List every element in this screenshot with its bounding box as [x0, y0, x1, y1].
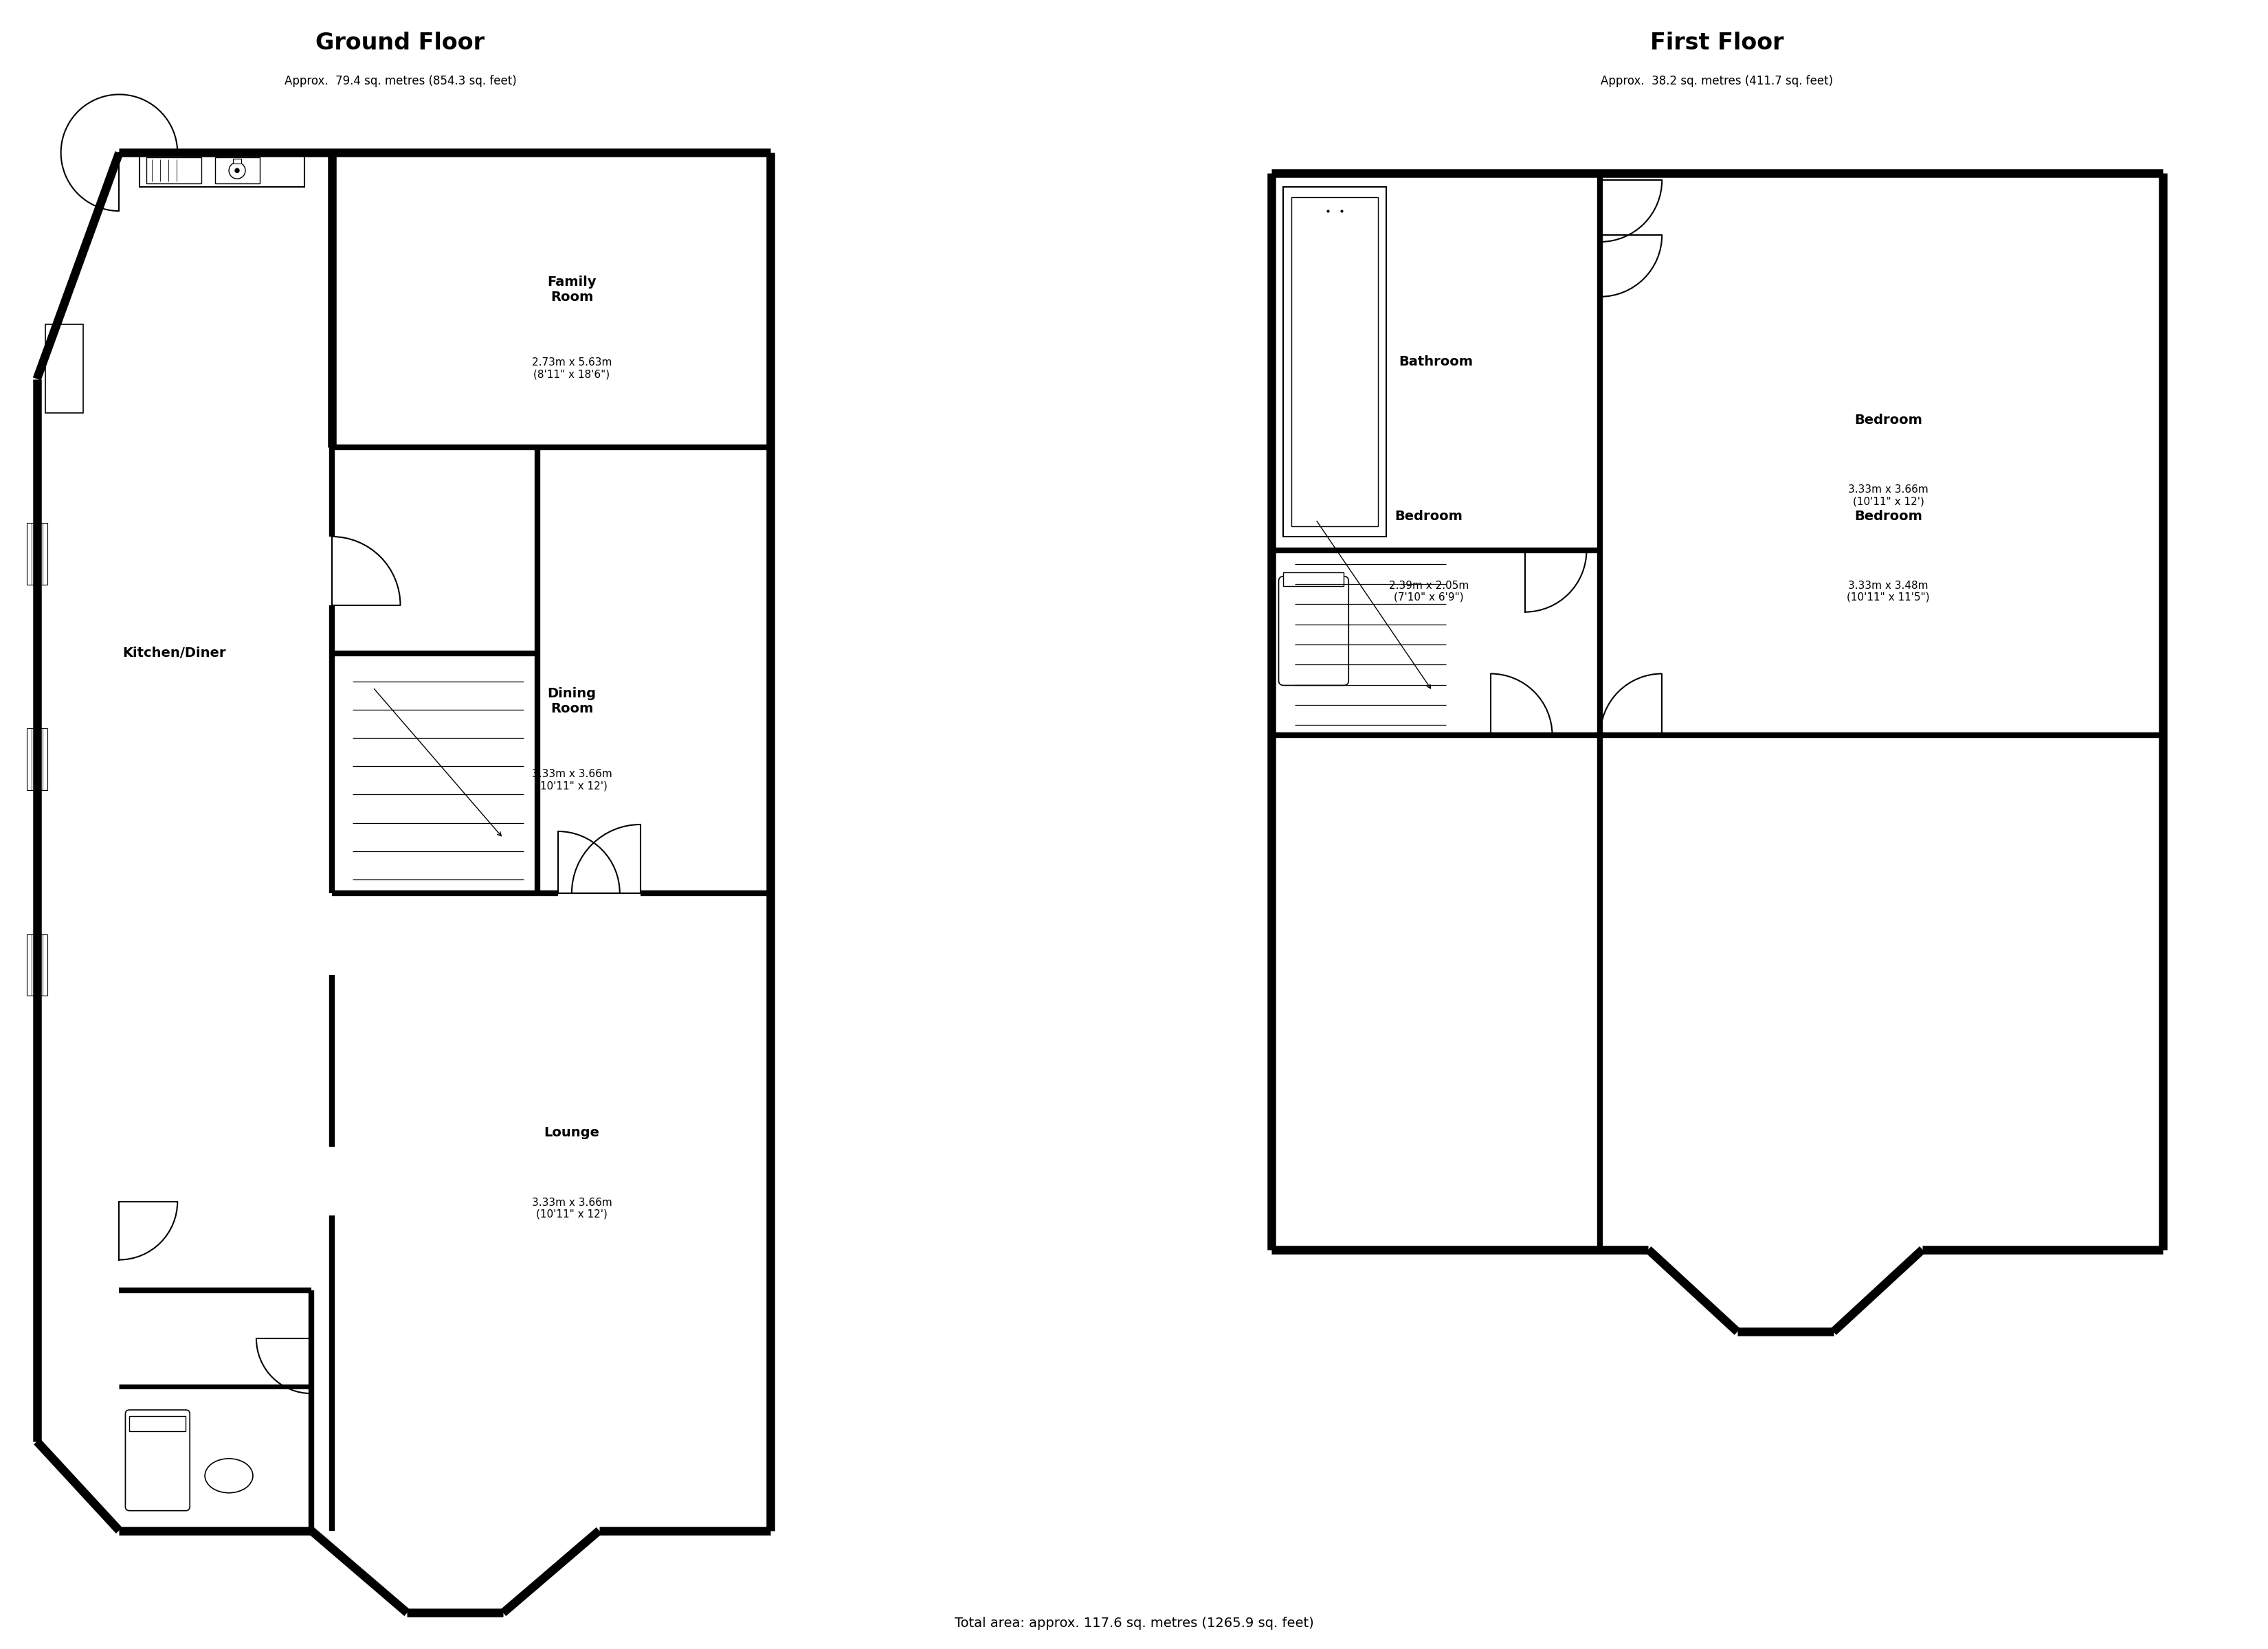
Text: Bedroom: Bedroom [1395, 510, 1463, 523]
Circle shape [229, 162, 245, 178]
Text: Bedroom: Bedroom [1855, 414, 1923, 427]
Bar [215, 158, 261, 183]
Text: Kitchen/Diner: Kitchen/Diner [122, 646, 227, 660]
Bar [1284, 186, 1386, 536]
Text: Ground Floor: Ground Floor [315, 31, 485, 54]
Text: Approx.  38.2 sq. metres (411.7 sq. feet): Approx. 38.2 sq. metres (411.7 sq. feet) [1601, 74, 1833, 87]
Ellipse shape [204, 1459, 254, 1492]
Text: 2.73m x 5.63m
(8'11" x 18'6"): 2.73m x 5.63m (8'11" x 18'6") [531, 358, 612, 379]
Text: Bedroom: Bedroom [1855, 510, 1923, 523]
Text: Lounge: Lounge [544, 1126, 599, 1139]
Text: First Floor: First Floor [1651, 31, 1783, 54]
Text: 2.39m x 2.05m
(7'10" x 6'9"): 2.39m x 2.05m (7'10" x 6'9") [1388, 580, 1470, 602]
Text: Family
Room: Family Room [547, 275, 596, 303]
Text: 3.33m x 3.66m
(10'11" x 12'): 3.33m x 3.66m (10'11" x 12') [531, 1197, 612, 1220]
Bar [234, 158, 240, 163]
Text: Bathroom: Bathroom [1399, 355, 1472, 368]
Text: 3.33m x 3.48m
(10'11" x 11'5"): 3.33m x 3.48m (10'11" x 11'5") [1846, 580, 1930, 602]
Bar [45, 325, 84, 414]
Bar [147, 158, 202, 183]
Text: Total area: approx. 117.6 sq. metres (1265.9 sq. feet): Total area: approx. 117.6 sq. metres (12… [955, 1616, 1313, 1629]
Text: Approx.  79.4 sq. metres (854.3 sq. feet): Approx. 79.4 sq. metres (854.3 sq. feet) [284, 74, 517, 87]
Bar [27, 729, 48, 790]
Text: 3.33m x 3.66m
(10'11" x 12'): 3.33m x 3.66m (10'11" x 12') [1848, 485, 1928, 506]
FancyBboxPatch shape [1279, 577, 1349, 686]
Bar [27, 935, 48, 996]
FancyBboxPatch shape [125, 1410, 191, 1510]
Bar [1293, 198, 1379, 526]
Bar [141, 153, 304, 186]
Text: Dining
Room: Dining Room [547, 688, 596, 716]
Bar [1284, 572, 1345, 585]
Circle shape [236, 168, 238, 173]
Bar [129, 1416, 186, 1431]
Text: 3.33m x 3.66m
(10'11" x 12'): 3.33m x 3.66m (10'11" x 12') [531, 768, 612, 792]
Bar [27, 523, 48, 585]
